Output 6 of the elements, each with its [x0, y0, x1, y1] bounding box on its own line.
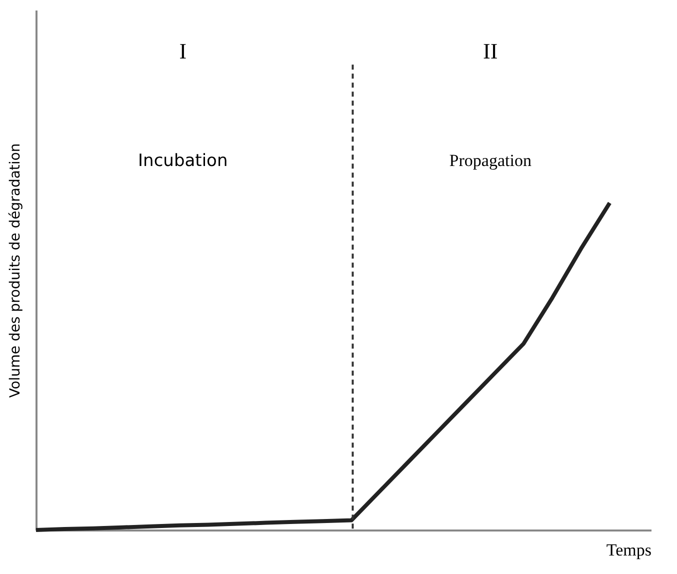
text: I: [179, 38, 187, 64]
text: II: [483, 38, 498, 64]
y-axis-title: Volume des produits de dégradation: [8, 143, 24, 398]
text: Incubation: [138, 150, 228, 171]
text: Propagation: [449, 150, 532, 170]
x-axis-title: Temps: [606, 540, 652, 560]
